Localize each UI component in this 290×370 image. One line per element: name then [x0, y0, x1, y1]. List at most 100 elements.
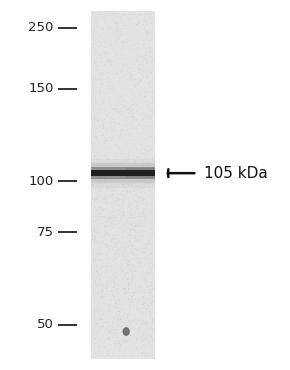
Point: [113, 341, 117, 347]
Point: [152, 14, 156, 20]
Point: [152, 156, 157, 162]
Point: [153, 153, 157, 159]
Point: [95, 149, 99, 155]
Point: [102, 162, 106, 168]
Point: [98, 348, 103, 354]
Point: [120, 39, 125, 45]
Point: [98, 287, 102, 293]
Point: [116, 200, 120, 206]
Point: [142, 309, 146, 315]
Point: [137, 121, 142, 127]
Point: [132, 181, 137, 186]
Point: [108, 335, 113, 341]
Point: [109, 264, 114, 270]
Point: [94, 271, 99, 277]
Point: [130, 317, 135, 323]
Point: [106, 248, 110, 254]
Point: [133, 102, 137, 108]
Point: [139, 264, 143, 270]
Point: [121, 210, 126, 216]
Point: [144, 212, 149, 218]
Point: [111, 209, 115, 215]
Point: [99, 349, 104, 355]
Point: [101, 289, 106, 295]
Point: [89, 243, 94, 249]
Point: [139, 317, 144, 323]
Point: [146, 166, 151, 172]
Point: [115, 191, 120, 196]
Point: [94, 321, 99, 327]
Point: [110, 130, 114, 136]
Point: [98, 258, 103, 263]
Point: [103, 327, 107, 333]
Point: [112, 280, 116, 286]
Point: [97, 148, 101, 154]
Point: [125, 72, 129, 78]
Point: [114, 178, 118, 184]
Point: [125, 303, 129, 309]
Point: [127, 325, 132, 331]
Point: [103, 245, 108, 251]
Point: [91, 86, 95, 92]
Point: [150, 124, 154, 130]
Point: [100, 312, 105, 318]
Point: [103, 77, 108, 83]
Point: [108, 219, 113, 225]
Point: [140, 251, 144, 257]
Point: [109, 144, 113, 150]
Point: [108, 264, 113, 270]
Point: [131, 302, 135, 307]
Point: [95, 334, 100, 340]
Point: [152, 232, 157, 238]
Point: [137, 54, 142, 60]
Point: [150, 319, 155, 325]
Point: [106, 182, 110, 188]
Point: [144, 355, 148, 361]
Point: [129, 101, 133, 107]
Point: [135, 203, 139, 209]
Point: [107, 33, 111, 39]
Point: [106, 217, 111, 223]
Point: [124, 330, 128, 336]
Point: [121, 126, 126, 132]
Point: [122, 247, 127, 253]
Point: [92, 115, 97, 121]
Point: [95, 291, 100, 297]
Point: [98, 211, 103, 217]
Point: [110, 180, 115, 186]
Point: [106, 203, 110, 209]
Point: [125, 219, 130, 225]
Point: [133, 246, 137, 252]
Point: [141, 121, 146, 127]
Point: [130, 331, 135, 337]
Point: [139, 122, 144, 128]
Point: [127, 289, 131, 295]
Point: [98, 276, 103, 282]
Point: [142, 194, 146, 200]
Point: [92, 237, 97, 243]
Point: [131, 271, 136, 277]
Point: [124, 258, 129, 263]
Point: [152, 333, 157, 339]
Point: [133, 268, 137, 274]
Point: [151, 271, 156, 277]
Point: [128, 17, 133, 23]
Point: [123, 26, 127, 31]
Point: [94, 230, 99, 236]
Point: [126, 59, 130, 65]
Point: [101, 256, 106, 262]
Point: [148, 233, 153, 239]
Point: [146, 239, 151, 245]
Point: [116, 92, 120, 98]
Point: [126, 338, 131, 344]
Point: [121, 209, 126, 215]
Point: [121, 180, 125, 186]
Point: [94, 134, 98, 140]
Point: [124, 319, 128, 325]
Point: [89, 169, 94, 175]
Point: [93, 320, 98, 326]
Point: [104, 334, 109, 340]
Point: [150, 218, 155, 223]
Point: [151, 272, 155, 278]
Point: [99, 293, 104, 299]
